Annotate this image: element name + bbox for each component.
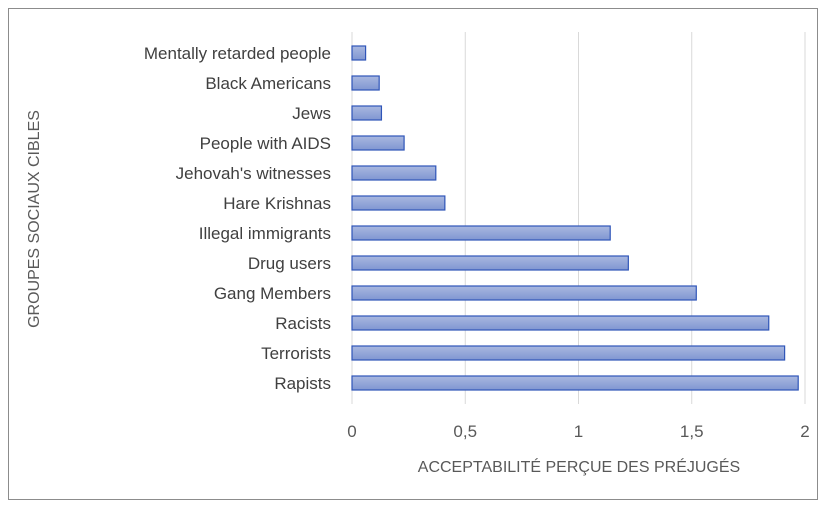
x-tick-label: 0 <box>347 422 356 441</box>
x-tick-labels: 0 0,5 1 1,5 2 <box>347 422 809 441</box>
bar <box>351 285 697 301</box>
bar <box>351 195 446 211</box>
x-tick-label: 2 <box>800 422 809 441</box>
x-axis-title: ACCEPTABILITÉ PERÇUE DES PRÉJUGÉS <box>418 457 740 476</box>
category-label: Rapists <box>274 374 331 393</box>
category-label: Jews <box>292 104 331 123</box>
x-tick-label: 1,5 <box>680 422 704 441</box>
y-axis-title: GROUPES SOCIAUX CIBLES <box>26 110 43 328</box>
category-label: People with AIDS <box>200 134 331 153</box>
category-labels: Mentally retarded people Black Americans J… <box>144 44 331 393</box>
gridlines <box>351 32 806 404</box>
bar <box>351 165 437 181</box>
category-label: Illegal immigrants <box>199 224 331 243</box>
category-label: Terrorists <box>261 344 331 363</box>
bar <box>351 255 629 271</box>
bar <box>351 105 383 121</box>
bar <box>351 225 611 241</box>
x-tick-label: 1 <box>574 422 583 441</box>
chart-frame <box>8 8 818 500</box>
x-tick-label: 0,5 <box>453 422 477 441</box>
category-label: Hare Krishnas <box>223 194 331 213</box>
category-label: Drug users <box>248 254 331 273</box>
bar <box>351 375 799 391</box>
category-label: Black Americans <box>205 74 331 93</box>
bars <box>351 45 799 391</box>
category-label: Gang Members <box>214 284 331 303</box>
bar <box>351 135 405 151</box>
category-label: Mentally retarded people <box>144 44 331 63</box>
bar <box>351 75 380 91</box>
bar <box>351 45 367 61</box>
bar <box>351 315 770 331</box>
category-label: Racists <box>275 314 331 333</box>
category-label: Jehovah's witnesses <box>176 164 331 183</box>
bar <box>351 345 786 361</box>
